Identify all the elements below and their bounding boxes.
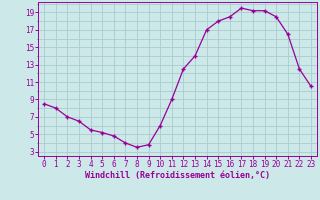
X-axis label: Windchill (Refroidissement éolien,°C): Windchill (Refroidissement éolien,°C) (85, 171, 270, 180)
